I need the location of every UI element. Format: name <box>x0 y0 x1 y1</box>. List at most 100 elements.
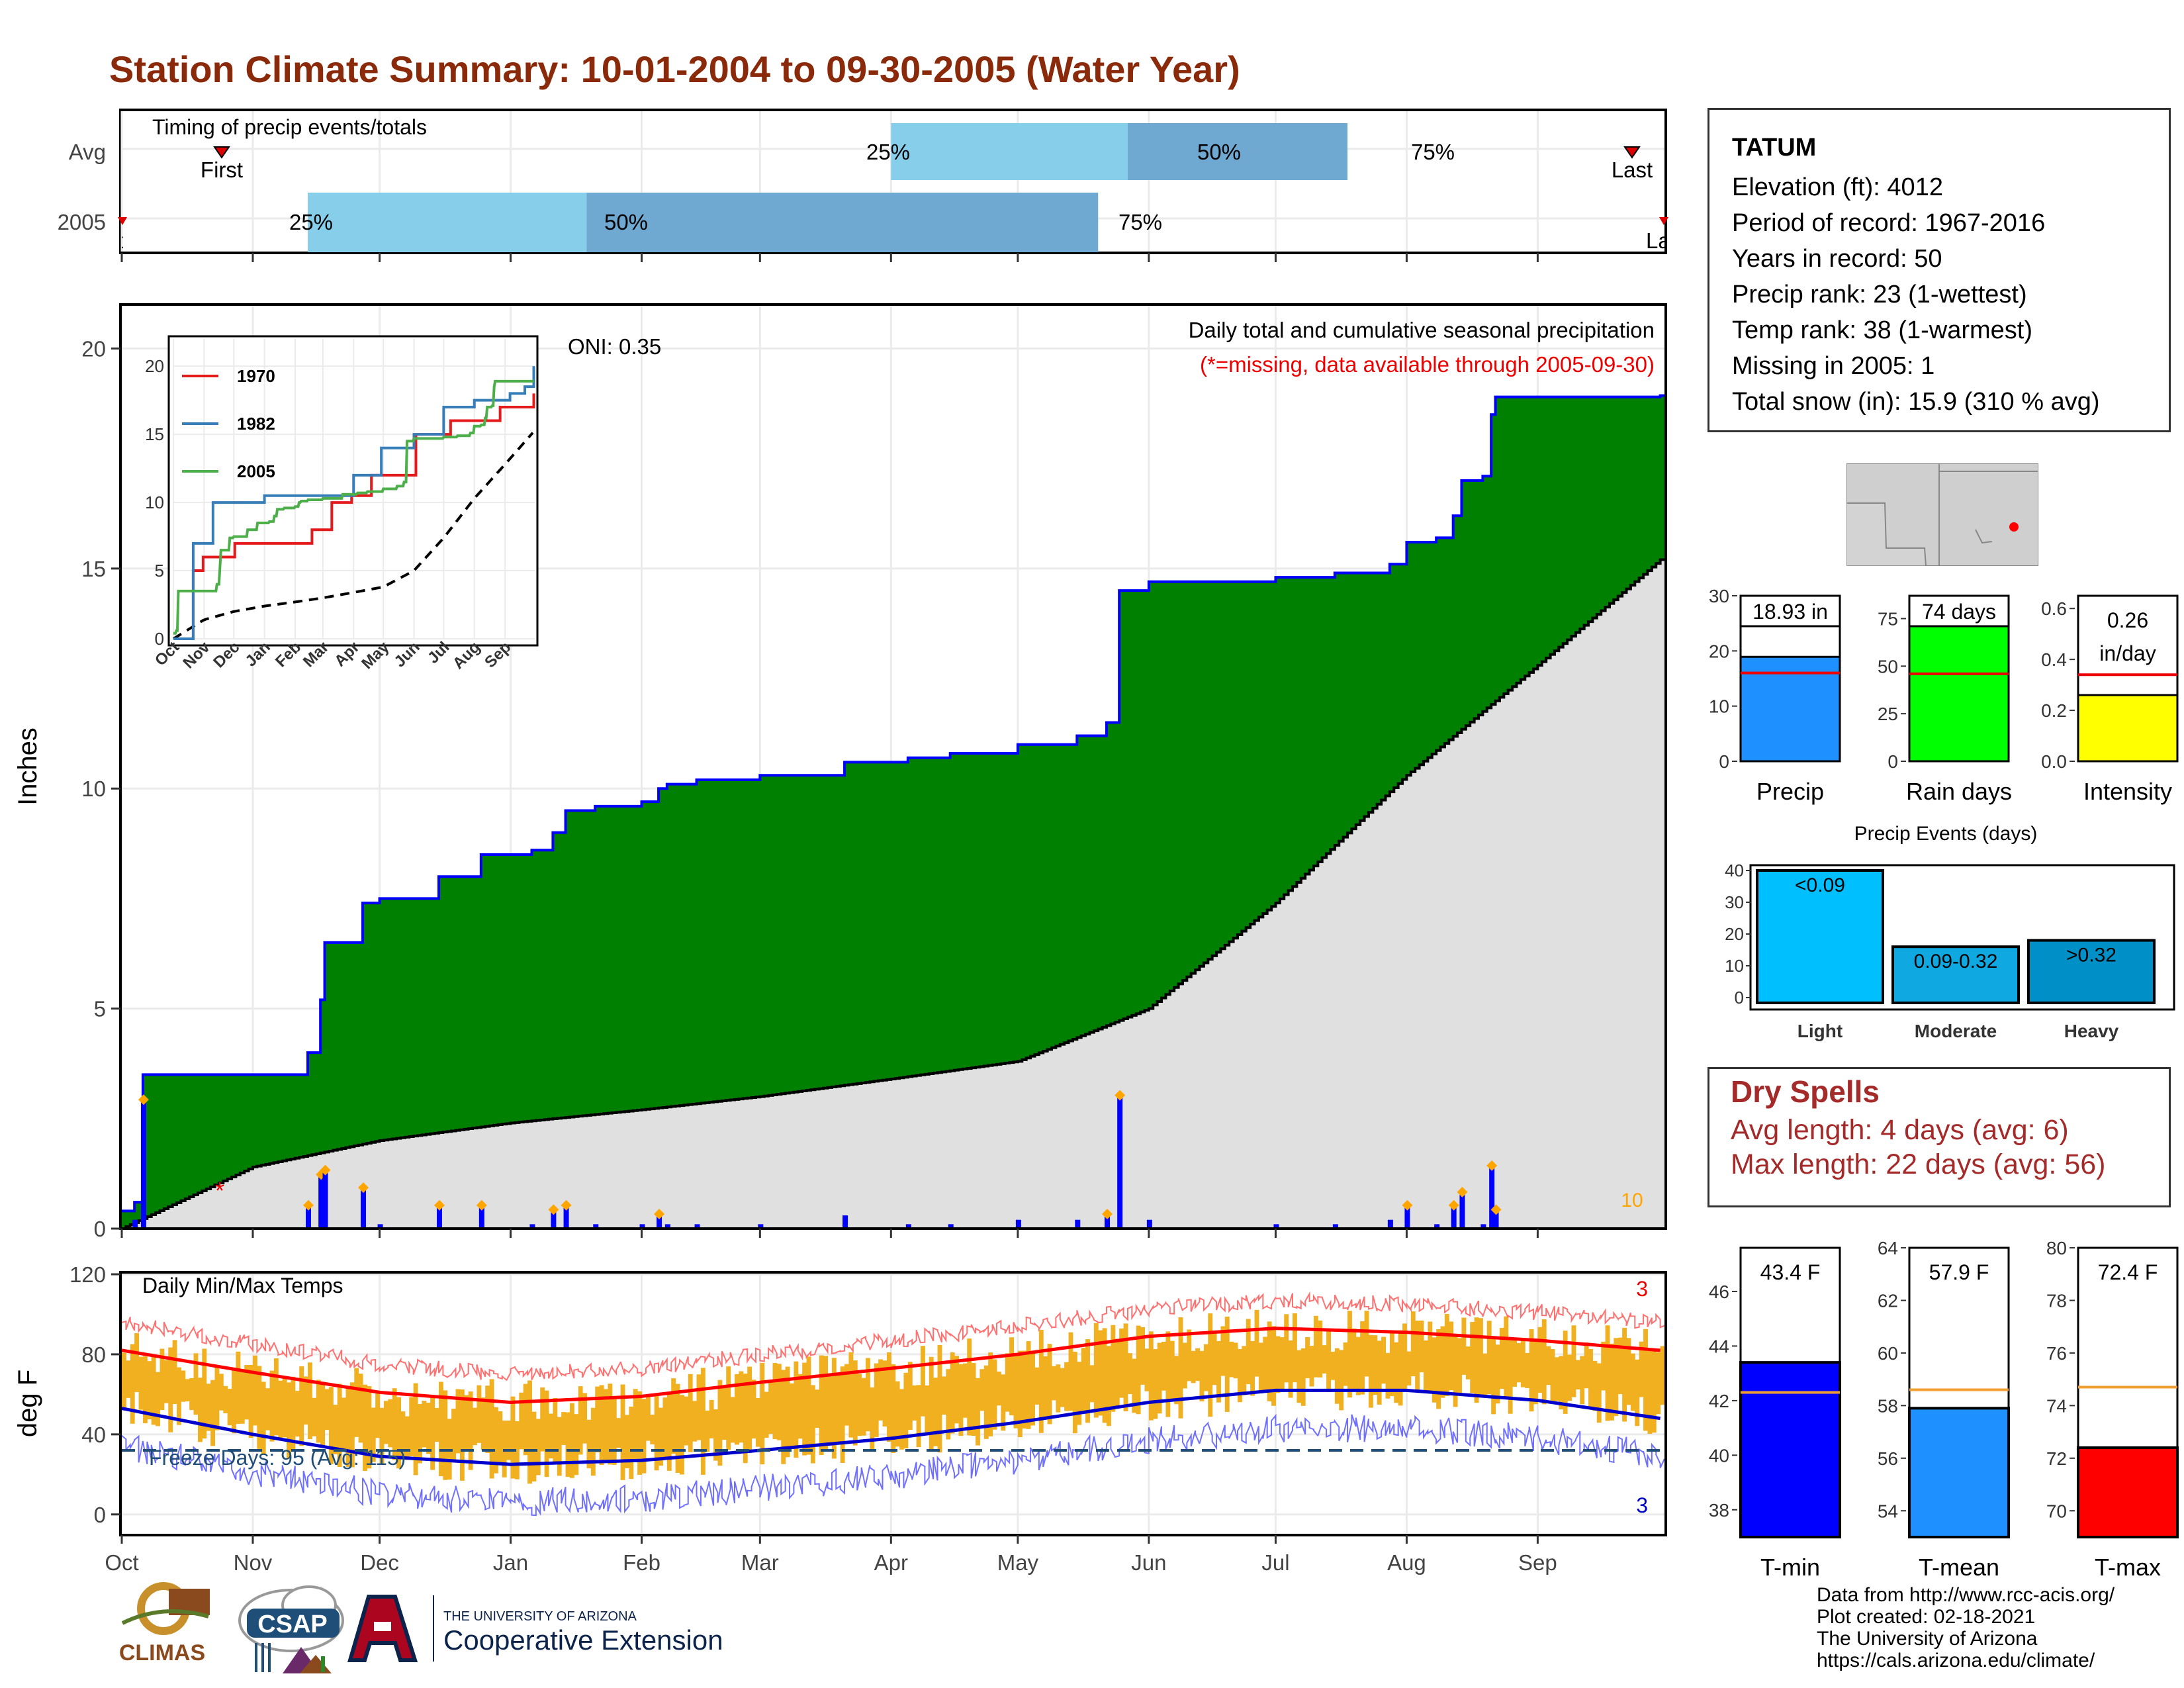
year-last-label: Last <box>1646 228 1687 253</box>
daily-temp-bar <box>1563 1331 1568 1414</box>
mini-ytick: 75 <box>1878 608 1898 629</box>
precip-header: Daily total and cumulative seasonal prec… <box>1189 318 1655 342</box>
daily-temp-bar <box>273 1358 279 1436</box>
daily-temp-bar <box>1081 1348 1086 1413</box>
mini-bar-Rain days <box>1908 619 2010 763</box>
extreme-precip-marker <box>1402 1199 1413 1211</box>
inset-series-2005 <box>173 379 535 635</box>
temp-summary-ytick: 80 <box>2046 1238 2067 1258</box>
normal-precip-line <box>122 558 1664 1230</box>
daily-temp-bar <box>122 1352 126 1409</box>
dry-spells-max: Max length: 22 days (avg: 56) <box>1731 1149 2106 1180</box>
temp-summary-value: 57.9 F <box>1929 1260 1989 1284</box>
dry-spells-title: Dry Spells <box>1731 1074 1880 1109</box>
daily-temp-bar <box>641 1399 647 1474</box>
daily-temp-bar <box>214 1366 220 1430</box>
daily-temp-bar <box>1643 1329 1648 1431</box>
daily-temp-bar <box>392 1388 397 1460</box>
daily-temp-bar <box>768 1382 773 1434</box>
temp-summary-ytick: 60 <box>1878 1343 1898 1364</box>
daily-temp-bar <box>473 1407 477 1446</box>
daily-temp-bar <box>282 1379 287 1438</box>
events-ytick: 40 <box>1725 861 1744 880</box>
daily-precip-bar <box>1273 1224 1279 1229</box>
daily-temp-bar <box>870 1387 875 1450</box>
daily-temp-bar <box>328 1387 334 1464</box>
daily-temp-bar <box>1440 1326 1445 1398</box>
daily-temp-bar <box>726 1366 731 1450</box>
station-years: Years in record: 50 <box>1732 245 1942 273</box>
mini-value-unit: in/day <box>2099 641 2156 665</box>
daily-temp-bar <box>1293 1313 1297 1383</box>
daily-temp-bar <box>1284 1314 1289 1383</box>
daily-temp-bar <box>848 1352 854 1438</box>
daily-temp-bar <box>1377 1340 1382 1405</box>
daily-temp-bar <box>735 1374 739 1445</box>
record-min-count: 3 <box>1636 1493 1648 1517</box>
daily-temp-bar <box>903 1372 909 1449</box>
record-min-line <box>121 1413 1665 1517</box>
inset-ytick: 5 <box>155 561 164 581</box>
daily-temp-bar <box>1457 1338 1462 1393</box>
daily-precip-bar <box>1105 1215 1111 1229</box>
daily-temp-bar <box>1318 1320 1323 1378</box>
daily-temp-bar <box>1444 1313 1449 1396</box>
daily-temp-bar <box>730 1397 735 1443</box>
daily-temp-bar <box>776 1364 782 1440</box>
daily-temp-bar <box>1089 1365 1095 1403</box>
temp-xtick: Oct <box>105 1550 138 1575</box>
daily-temp-bar <box>544 1390 549 1477</box>
temp-ytick: 120 <box>69 1262 106 1287</box>
daily-precip-bar <box>948 1224 954 1229</box>
avg-first-marker <box>213 146 230 159</box>
daily-temp-bar <box>654 1393 659 1471</box>
daily-temp-bar <box>1516 1342 1522 1383</box>
daily-temp-bar <box>1559 1356 1564 1410</box>
daily-temp-bar <box>535 1419 541 1476</box>
temp-summary-ytick: 54 <box>1878 1501 1898 1521</box>
daily-temp-bar <box>612 1398 617 1465</box>
daily-temp-bar <box>1626 1338 1631 1405</box>
temp-summary-ytick: 70 <box>2046 1501 2067 1521</box>
daily-temp-bar <box>671 1378 676 1454</box>
daily-temp-bar <box>261 1382 266 1455</box>
timing-row-year: 2005 <box>58 210 106 234</box>
daily-temp-bar <box>341 1397 346 1449</box>
daily-temp-bar <box>582 1393 587 1444</box>
daily-temp-bar <box>688 1374 693 1452</box>
daily-temp-bar <box>1064 1362 1069 1411</box>
extreme-precip-marker <box>548 1204 559 1215</box>
temp-xtick: May <box>997 1550 1039 1575</box>
daily-temp-bar <box>400 1411 406 1460</box>
daily-temp-bar <box>278 1380 283 1438</box>
events-category: Light <box>1797 1021 1843 1041</box>
temp-xtick: Apr <box>874 1550 908 1575</box>
daily-temp-bar <box>751 1380 756 1439</box>
daily-temp-bar <box>1389 1330 1394 1397</box>
daily-temp-bar <box>1660 1346 1665 1405</box>
credit-source: Data from http://www.rcc-acis.org/ <box>1817 1584 2115 1606</box>
daily-temp-bar <box>240 1370 245 1424</box>
daily-temp-bar <box>662 1397 668 1457</box>
daily-temp-bar <box>333 1405 338 1454</box>
daily-temp-bar <box>531 1411 537 1481</box>
daily-temp-bar <box>912 1385 917 1421</box>
daily-temp-bar <box>404 1416 410 1460</box>
daily-precip-bar <box>1332 1224 1338 1229</box>
temp-summary-value: 43.4 F <box>1760 1260 1821 1284</box>
normal-max-line <box>121 1327 1661 1404</box>
temp-summary-ytick: 76 <box>2046 1343 2067 1364</box>
extreme-precip-marker <box>320 1164 331 1176</box>
daily-temp-bar <box>1465 1346 1471 1380</box>
daily-temp-bar <box>299 1366 304 1446</box>
temp-summary-ytick: 56 <box>1878 1448 1898 1469</box>
year-bar-25-50 <box>307 193 587 252</box>
temp-summary-ytick: 42 <box>1709 1391 1729 1411</box>
daily-temp-bar <box>363 1384 367 1472</box>
daily-temp-bar <box>506 1421 512 1460</box>
daily-temp-bar <box>743 1374 748 1464</box>
mini-ytick: 0.0 <box>2041 751 2067 772</box>
daily-temp-bar <box>1609 1343 1614 1421</box>
daily-temp-bar <box>586 1419 592 1469</box>
daily-temp-bar <box>1470 1322 1475 1393</box>
